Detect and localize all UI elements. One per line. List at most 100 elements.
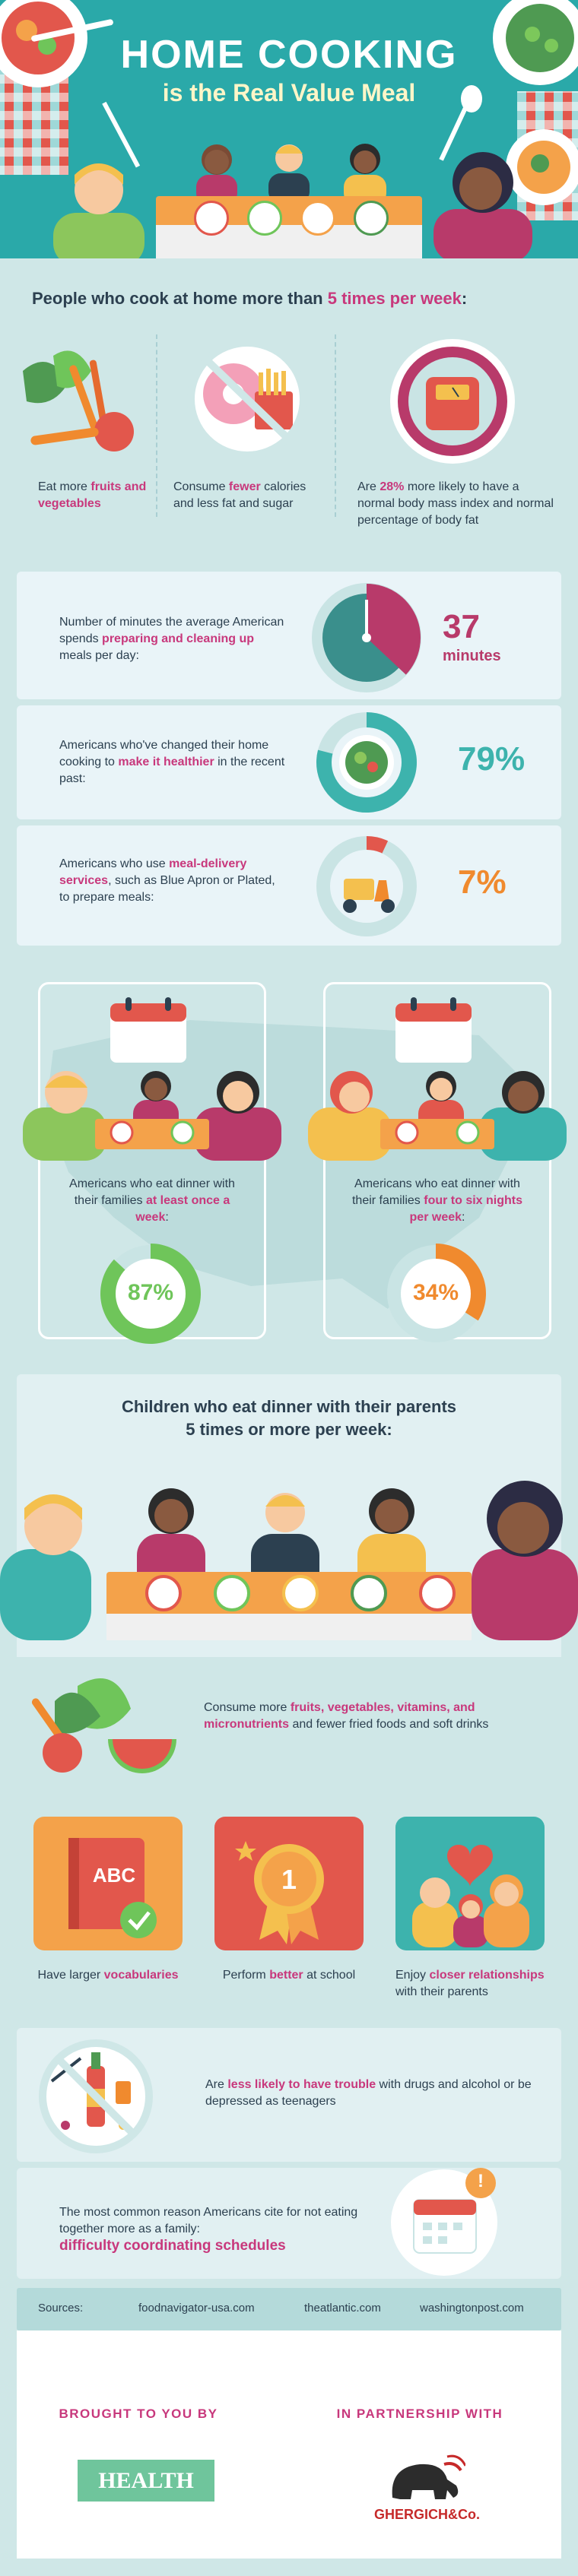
stat-text-pre: Americans who've changed their home cook… [59, 739, 269, 768]
boy-illustration [268, 144, 310, 201]
teen-post: with drugs and alcohol or be depressed a… [205, 2078, 532, 2108]
alert-mark: ! [478, 2171, 484, 2191]
stat-unit: minutes [443, 648, 501, 664]
divider [156, 334, 157, 517]
footer: BROUGHT TO YOU BY HEALTH PERCH IN PARTNE… [17, 2330, 561, 2559]
family-text: Americans who eat dinner with their fami… [61, 1176, 243, 1226]
ribbon-label: 1 [281, 1864, 297, 1895]
fork-icon [102, 101, 141, 168]
calendar-icon [395, 997, 472, 1063]
stat-text: Number of minutes the average American s… [59, 614, 287, 664]
children-subheading: 5 times or more per week: [186, 1420, 392, 1439]
benefit-text: Consume fewer calories and less fat and … [173, 479, 326, 512]
reason-row: The most common reason Americans cite fo… [17, 2168, 561, 2279]
source-link[interactable]: washingtonpost.com [420, 2302, 524, 2315]
sources-label: Sources: [38, 2302, 84, 2315]
health-perch-logo[interactable]: HEALTH PERCH [78, 2460, 214, 2535]
heading-highlight: 5 times per week [327, 289, 462, 308]
brought-to-you-label: BROUGHT TO YOU BY [59, 2406, 218, 2421]
stat-text-pre: Number of minutes the average American s… [59, 616, 284, 645]
outcome-highlight: better [269, 1969, 303, 1982]
stat-text-pre: Americans who use [59, 857, 170, 870]
salad-icon [316, 712, 417, 813]
children-dinner-illustration [0, 1481, 578, 1640]
hero-subtitle: is the Real Value Meal [162, 79, 416, 106]
calendar-alert-icon [391, 2168, 497, 2276]
family-text-post: : [462, 1211, 465, 1224]
nutrition-highlight: fruits, vegetables, vitamins, and micron… [204, 1701, 475, 1731]
outcome-post: with their parents [395, 1985, 488, 1998]
children-heading: Children who eat dinner with their paren… [121, 1397, 457, 1416]
outcome-text: Perform better at school [205, 1967, 373, 1984]
family-dinner-section: Americans who eat dinner with their fami… [0, 959, 578, 1362]
plate-icon [354, 201, 389, 236]
fruits-vegetables-icon [32, 1678, 176, 1773]
cooking-benefits-section: People who cook at home more than 5 time… [0, 258, 578, 555]
stat-panel-healthier: Americans who've changed their home cook… [17, 705, 561, 819]
mother-illustration [434, 152, 532, 258]
stat-text-post: , such as Blue Apron or Plated, to prepa… [59, 874, 275, 904]
children-section: Children who eat dinner with their paren… [0, 1374, 578, 1786]
outcome-text: Have larger vocabularies [23, 1967, 193, 1984]
family-highlight: four to six nights per week [409, 1194, 523, 1224]
donut-chart-weekly [100, 1244, 201, 1344]
elephant-logo-icon[interactable] [382, 2452, 465, 2505]
stat-highlight: make it healthier [118, 756, 214, 768]
outcome-highlight: vocabularies [103, 1969, 179, 1982]
knife-icon [31, 19, 113, 42]
greens-plate-icon [493, 0, 578, 85]
plate-icon [300, 201, 335, 236]
award-ribbon-icon [235, 1841, 324, 1944]
hero-title: HOME COOKING [120, 33, 458, 77]
benefit-text-pre: Consume [173, 480, 229, 493]
benefit-text: Are 28% more likely to have a normal bod… [357, 479, 555, 529]
spoon-icon [439, 85, 482, 161]
reason-text: The most common reason Americans cite fo… [59, 2206, 358, 2235]
scooter-icon [316, 836, 417, 936]
nutrition-text: Consume more fruits, vegetables, vitamin… [204, 1700, 531, 1733]
children-outcomes-row: ABC Have larger vocabularies 1 Perform b… [0, 1798, 578, 2026]
family-text: Americans who eat dinner with their fami… [346, 1176, 529, 1226]
teen-pre: Are [205, 2078, 228, 2091]
salad-plate-icon [0, 0, 87, 87]
scale-icon [390, 339, 515, 464]
benefit-text-pre: Are [357, 480, 380, 493]
donut-value: 87% [127, 1280, 174, 1305]
source-link[interactable]: theatlantic.com [304, 2302, 381, 2315]
outcome-pre: Perform [222, 1969, 270, 1982]
no-junk-food-icon [187, 339, 307, 459]
girl-illustration [196, 144, 237, 201]
divider [335, 334, 336, 517]
outcome-highlight: closer relationships [429, 1969, 545, 1982]
school-card: 1 [214, 1817, 364, 1950]
stat-value: 7% [458, 863, 507, 901]
family-highlight: at least once a week [135, 1194, 230, 1224]
no-drugs-alcohol-icon [39, 2039, 153, 2153]
benefits-heading: People who cook at home more than 5 time… [32, 289, 549, 309]
girl-two-illustration [344, 144, 386, 201]
plate-icon [194, 201, 229, 236]
stat-text: Americans who use meal-delivery services… [59, 856, 287, 906]
outcome-pre: Have larger [37, 1969, 104, 1982]
benefit-highlight: 28% [380, 480, 405, 493]
partnership-label: IN PARTNERSHIP WITH [336, 2406, 503, 2421]
heading-colon: : [461, 289, 468, 308]
benefit-text-post: more likely to have a normal body mass i… [357, 480, 554, 527]
clock-icon [312, 583, 421, 692]
benefit-highlight: fewer [228, 480, 261, 493]
family-text-pre: Americans who eat dinner with their fami… [351, 1177, 520, 1207]
plate-icon [247, 201, 282, 236]
ghergich-logo-text[interactable]: GHERGICH&Co. [374, 2507, 480, 2522]
donut-value: 34% [412, 1280, 459, 1305]
stat-text-post: meals per day: [59, 649, 139, 662]
benefit-text: Eat more fruits and vegetables [38, 479, 152, 512]
teen-row: Are less likely to have trouble with dru… [17, 2028, 561, 2162]
vegetables-icon [23, 350, 134, 452]
stat-highlight: preparing and cleaning up [102, 632, 255, 645]
relationships-card [395, 1817, 545, 1950]
nutrition-post: and fewer fried foods and soft drinks [289, 1718, 489, 1731]
source-link[interactable]: foodnavigator-usa.com [138, 2302, 255, 2315]
heading-text: People who cook at home more than [32, 289, 328, 308]
family-heart-icon [412, 1845, 529, 1947]
